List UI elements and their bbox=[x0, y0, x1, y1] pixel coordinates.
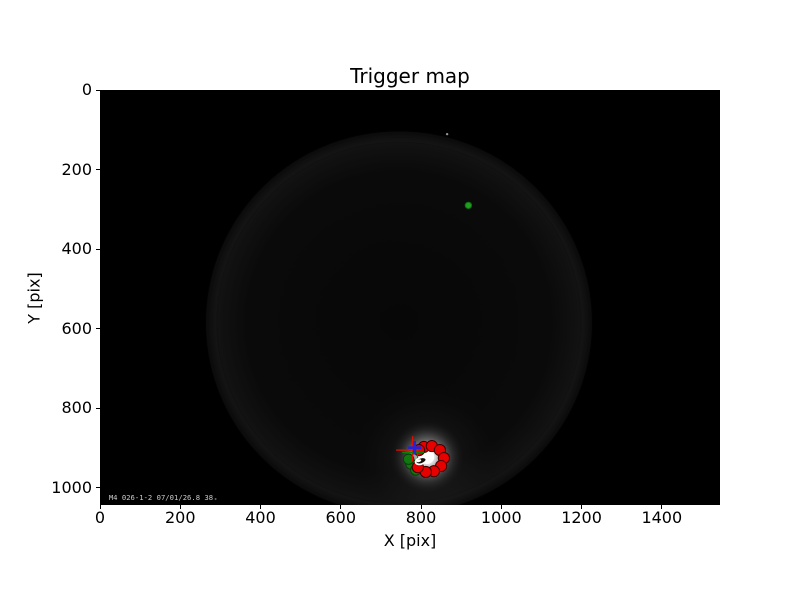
psf-ellipse-core bbox=[416, 459, 422, 463]
x-tick bbox=[99, 505, 101, 509]
y-tick bbox=[96, 248, 100, 250]
y-tick-label: 0 bbox=[81, 80, 92, 99]
timestamp-stamp: M4 026-1-2 07/01/26.8 38 bbox=[109, 493, 213, 502]
tiny-dot bbox=[214, 498, 217, 501]
x-tick bbox=[420, 505, 422, 509]
blue-cross-marker bbox=[408, 440, 422, 455]
y-axis-label: Y [pix] bbox=[24, 271, 44, 324]
x-tick-label: 1200 bbox=[561, 508, 602, 527]
vignette bbox=[204, 129, 594, 505]
plot-area: M4 026-1-2 07/01/26.8 38 bbox=[100, 90, 720, 505]
x-tick-label: 200 bbox=[164, 508, 196, 527]
x-tick bbox=[661, 505, 663, 509]
x-tick bbox=[340, 505, 342, 509]
vignette-rim bbox=[205, 131, 592, 505]
x-tick-label: 0 bbox=[94, 508, 106, 527]
x-axis-label: X [pix] bbox=[383, 531, 437, 550]
x-tick bbox=[500, 505, 502, 509]
plot-title: Trigger map bbox=[350, 64, 470, 88]
x-tick bbox=[260, 505, 262, 509]
x-tick bbox=[581, 505, 583, 509]
psf-ellipse bbox=[414, 456, 428, 466]
y-tick bbox=[96, 487, 100, 489]
faint-star bbox=[445, 132, 449, 136]
y-tick-label: 400 bbox=[61, 239, 92, 259]
y-tick bbox=[96, 169, 100, 171]
pixels-green bbox=[402, 453, 415, 465]
y-tick-label: 600 bbox=[61, 318, 92, 338]
x-tick-label: 1400 bbox=[641, 508, 683, 527]
y-tick bbox=[96, 89, 100, 91]
y-tick-label: 800 bbox=[61, 398, 92, 418]
x-tick-label: 400 bbox=[245, 508, 276, 527]
x-tick-label: 600 bbox=[325, 508, 357, 527]
y-tick-label: 1000 bbox=[51, 477, 92, 497]
x-tick-label: 800 bbox=[405, 508, 437, 527]
isolated-green-dot bbox=[464, 201, 473, 210]
y-tick bbox=[96, 407, 100, 409]
y-tick bbox=[96, 328, 100, 330]
x-tick-label: 1000 bbox=[480, 508, 522, 527]
trigger-map-image: M4 026-1-2 07/01/26.8 38 bbox=[100, 90, 720, 505]
y-tick-label: 200 bbox=[61, 159, 92, 179]
x-tick bbox=[179, 505, 181, 509]
